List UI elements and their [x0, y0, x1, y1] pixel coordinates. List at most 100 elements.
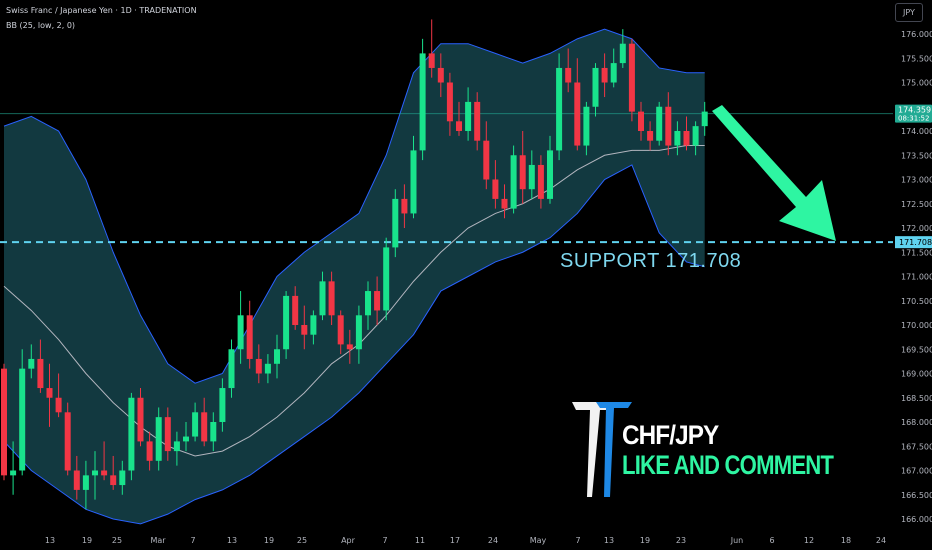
y-tick-label: 171.000: [901, 273, 932, 282]
candle-body: [628, 43, 635, 112]
candle-body: [401, 198, 408, 214]
candle-body: [37, 358, 44, 389]
y-tick-label: 169.500: [901, 345, 932, 354]
x-tick-label: 6: [769, 536, 774, 545]
candle-body: [110, 475, 117, 486]
candle-body: [64, 412, 71, 471]
candle-body: [492, 179, 499, 199]
x-tick-label: 11: [415, 536, 425, 545]
candle-body: [155, 417, 162, 461]
y-tick-label: 170.000: [901, 321, 932, 330]
candle-body: [237, 315, 244, 350]
countdown-label: 08:31:52: [898, 115, 929, 123]
y-tick-label: 175.000: [901, 79, 932, 88]
y-tick-label: 172.000: [901, 224, 932, 233]
candle-body: [446, 82, 453, 122]
bb-lower-line: [3, 164, 705, 525]
x-tick-label: 19: [640, 536, 650, 545]
x-tick-label: 24: [488, 536, 498, 545]
candle-body: [55, 397, 62, 413]
candle-body: [346, 344, 353, 350]
candle-body: [1, 368, 7, 476]
candle-body: [638, 111, 644, 131]
x-tick-label: May: [530, 536, 547, 545]
x-tick-label: 7: [190, 536, 195, 545]
x-tick-label: 23: [676, 536, 686, 545]
candle-body: [173, 441, 180, 452]
y-tick-label: 168.000: [901, 418, 932, 427]
candle-body: [374, 291, 381, 311]
candle-body: [10, 470, 17, 476]
x-tick-label: Mar: [150, 536, 166, 545]
current-price-label: 174.359: [898, 106, 931, 115]
candle-body: [264, 363, 271, 374]
candle-body: [46, 388, 53, 398]
candle-body: [283, 295, 290, 350]
support-badge: [895, 236, 932, 249]
candle-body: [483, 140, 490, 180]
candle-body: [701, 111, 708, 127]
arrow-shape: [712, 105, 836, 241]
candle-body: [528, 164, 535, 190]
candle-body: [183, 436, 189, 442]
candle-body: [92, 470, 98, 476]
candle-body: [674, 131, 681, 146]
x-tick-label: Jun: [730, 536, 744, 545]
candle-body: [319, 281, 326, 316]
down-arrow-icon: [712, 105, 836, 241]
x-tick-label: 12: [804, 536, 814, 545]
support-price-label: 171.708: [899, 238, 932, 247]
candle-body: [128, 397, 135, 471]
candle-body: [665, 106, 672, 146]
x-tick-label: 17: [450, 536, 460, 545]
candle-body: [383, 247, 390, 311]
candle-body: [137, 397, 144, 442]
x-tick-label: 7: [575, 536, 580, 545]
candle-body: [274, 349, 280, 364]
candle-body: [192, 412, 199, 437]
candle-body: [647, 131, 654, 141]
candle-body: [601, 67, 608, 83]
x-tick-label: 19: [82, 536, 92, 545]
x-tick-label: 13: [45, 536, 55, 545]
candle-body: [519, 155, 526, 190]
x-tick-label: 7: [382, 536, 387, 545]
currency-button[interactable]: JPY: [895, 3, 923, 22]
y-tick-label: 167.500: [901, 442, 932, 451]
candle-body: [19, 368, 26, 471]
y-tick-label: 166.500: [901, 491, 932, 500]
cta-label: LIKE AND COMMENT: [622, 450, 834, 480]
candle-body: [246, 315, 253, 359]
price-axis: 166.000 166.500 167.000 167.500 168.000 168.5…: [895, 30, 932, 524]
candle-body: [28, 358, 35, 369]
support-annotation: SUPPORT 171.708: [560, 250, 742, 272]
candle-body: [164, 417, 171, 452]
candle-body: [592, 67, 599, 107]
candle-body: [301, 325, 308, 335]
candle-body: [683, 131, 690, 146]
candle-body: [337, 315, 344, 345]
candle-body: [547, 150, 553, 199]
x-tick-label: 13: [604, 536, 614, 545]
candle-body: [565, 67, 572, 83]
candle-body: [465, 101, 472, 131]
y-tick-label: 169.000: [901, 370, 932, 379]
candle-body: [210, 422, 217, 442]
candle-body: [410, 150, 417, 214]
y-tick-label: 176.000: [901, 30, 932, 39]
indicator-legend[interactable]: BB (25, low, 2, 0): [6, 21, 76, 30]
candle-body: [146, 441, 153, 461]
y-tick-label: 168.500: [901, 394, 932, 403]
candle-body: [437, 67, 444, 83]
y-tick-label: 170.500: [901, 297, 932, 306]
pair-label: CHF/JPY: [622, 420, 719, 450]
y-tick-label: 172.500: [901, 200, 932, 209]
candle-body: [292, 295, 299, 325]
time-axis: 13 19 25 Mar 7 13 19 25 Apr 7 11 17 24 May 7 13 19 23 Jun 6…: [45, 536, 886, 545]
candle-body: [119, 470, 126, 486]
candle-body: [474, 101, 481, 141]
y-tick-label: 167.000: [901, 467, 932, 476]
candle-body: [392, 198, 399, 248]
x-tick-label: Apr: [341, 536, 356, 545]
